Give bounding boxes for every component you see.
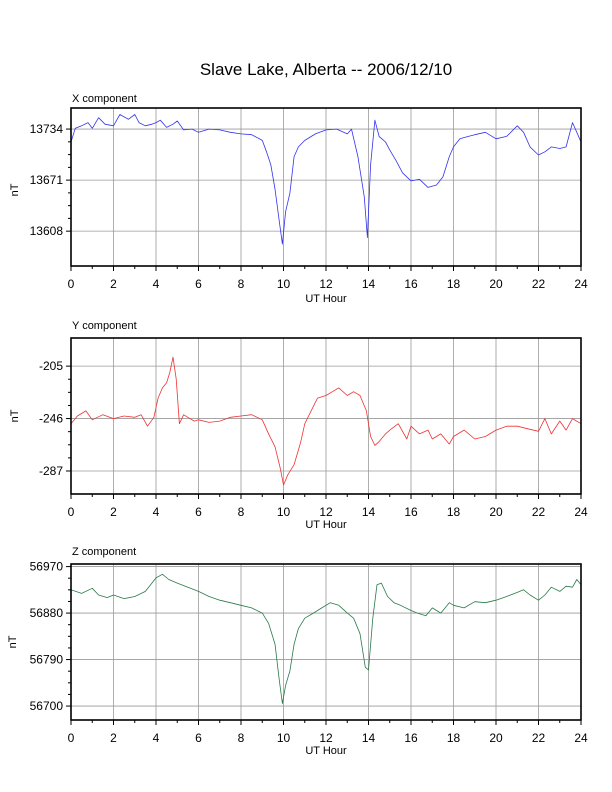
y-component-xtick-label: 2: [110, 505, 117, 519]
x-component-panel: X component UT Hour nT 0 2 4 6 8 10 12 14 16 18 20…: [9, 93, 588, 305]
z-component-xtick-label: 0: [68, 731, 75, 745]
z-component-xtick-label: 20: [489, 731, 503, 745]
page-title: Slave Lake, Alberta -- 2006/12/10: [200, 60, 452, 79]
x-component-xtick-label: 0: [68, 277, 75, 291]
z-component-xtick-label: 12: [319, 731, 333, 745]
x-component-ytick-label: 13608: [30, 224, 64, 238]
y-component-ytick-label: -287: [39, 464, 63, 478]
z-component-ytick-label: 56700: [30, 699, 64, 713]
y-component-xtick-label: 14: [362, 505, 376, 519]
x-component-xtick-label: 2: [110, 277, 117, 291]
x-component-xtick-label: 22: [532, 277, 546, 291]
z-component-xtick-label: 22: [532, 731, 546, 745]
z-component-ytick-label: 56790: [30, 653, 64, 667]
y-component-ylabel: nT: [9, 409, 21, 422]
y-component-xtick-label: 4: [153, 505, 160, 519]
x-component-ytick-label: 13671: [30, 173, 64, 187]
x-component-xtick-label: 10: [277, 277, 291, 291]
x-component-xlabel: UT Hour: [305, 293, 347, 305]
z-component-xtick-label: 2: [110, 731, 117, 745]
y-component-xtick-label: 16: [404, 505, 418, 519]
z-component-xtick-label: 14: [362, 731, 376, 745]
z-component-xtick-label: 16: [404, 731, 418, 745]
x-component-xtick-label: 20: [489, 277, 503, 291]
x-component-xtick-label: 14: [362, 277, 376, 291]
z-component-ytick-label: 56970: [30, 560, 64, 574]
x-component-xtick-label: 24: [574, 277, 588, 291]
x-component-xtick-label: 16: [404, 277, 418, 291]
y-component-xtick-label: 6: [195, 505, 202, 519]
z-component-xtick-label: 8: [238, 731, 245, 745]
z-component-title: Z component: [72, 546, 136, 558]
y-component-xtick-label: 18: [447, 505, 461, 519]
y-component-ytick-label: -246: [39, 412, 63, 426]
x-component-xtick-label: 6: [195, 277, 202, 291]
y-component-xlabel: UT Hour: [305, 519, 347, 531]
z-component-series-line: [70, 573, 582, 704]
x-component-ytick-label: 13734: [30, 122, 64, 136]
x-component-title: X component: [72, 93, 137, 105]
x-component-xtick-label: 18: [447, 277, 461, 291]
x-component-xtick-label: 12: [319, 277, 333, 291]
z-component-xtick-label: 24: [574, 731, 588, 745]
y-component-ytick-label: -205: [39, 359, 63, 373]
z-component-xtick-label: 4: [153, 731, 160, 745]
x-component-series-line: [70, 114, 582, 245]
x-component-xtick-label: 8: [238, 277, 245, 291]
y-component-xtick-label: 20: [489, 505, 503, 519]
y-component-xtick-label: 22: [532, 505, 546, 519]
y-component-series-line: [70, 356, 582, 486]
x-component-xtick-label: 4: [153, 277, 160, 291]
y-component-title: Y component: [72, 320, 137, 332]
z-component-xtick-label: 18: [447, 731, 461, 745]
z-component-ylabel: nT: [7, 635, 19, 648]
z-component-ytick-label: 56880: [30, 606, 64, 620]
z-component-panel: Z component UT Hour nT 0 2 4 6 8 10 12 14 16 18 20…: [7, 546, 588, 757]
y-component-xtick-label: 12: [319, 505, 333, 519]
y-component-panel: Y component UT Hour nT 0 2 4 6 8 10 12 14 16 18 20…: [9, 320, 588, 531]
y-component-xtick-label: 24: [574, 505, 588, 519]
z-component-xtick-label: 6: [195, 731, 202, 745]
y-component-xtick-label: 8: [238, 505, 245, 519]
z-component-xtick-label: 10: [277, 731, 291, 745]
x-component-ylabel: nT: [9, 183, 21, 196]
y-component-xtick-label: 10: [277, 505, 291, 519]
y-component-xtick-label: 0: [68, 505, 75, 519]
z-component-xlabel: UT Hour: [305, 745, 347, 757]
